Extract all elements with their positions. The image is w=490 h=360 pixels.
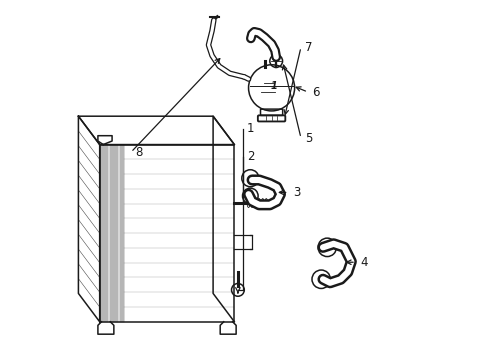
Text: 8: 8 <box>135 146 143 159</box>
Text: 4: 4 <box>360 256 368 269</box>
Text: 7: 7 <box>305 41 313 54</box>
Text: 6: 6 <box>312 86 320 99</box>
Text: 3: 3 <box>293 186 300 199</box>
Text: 1: 1 <box>247 122 254 135</box>
Text: 5: 5 <box>305 132 313 145</box>
Text: 1: 1 <box>271 81 278 91</box>
Text: 2: 2 <box>247 150 254 163</box>
